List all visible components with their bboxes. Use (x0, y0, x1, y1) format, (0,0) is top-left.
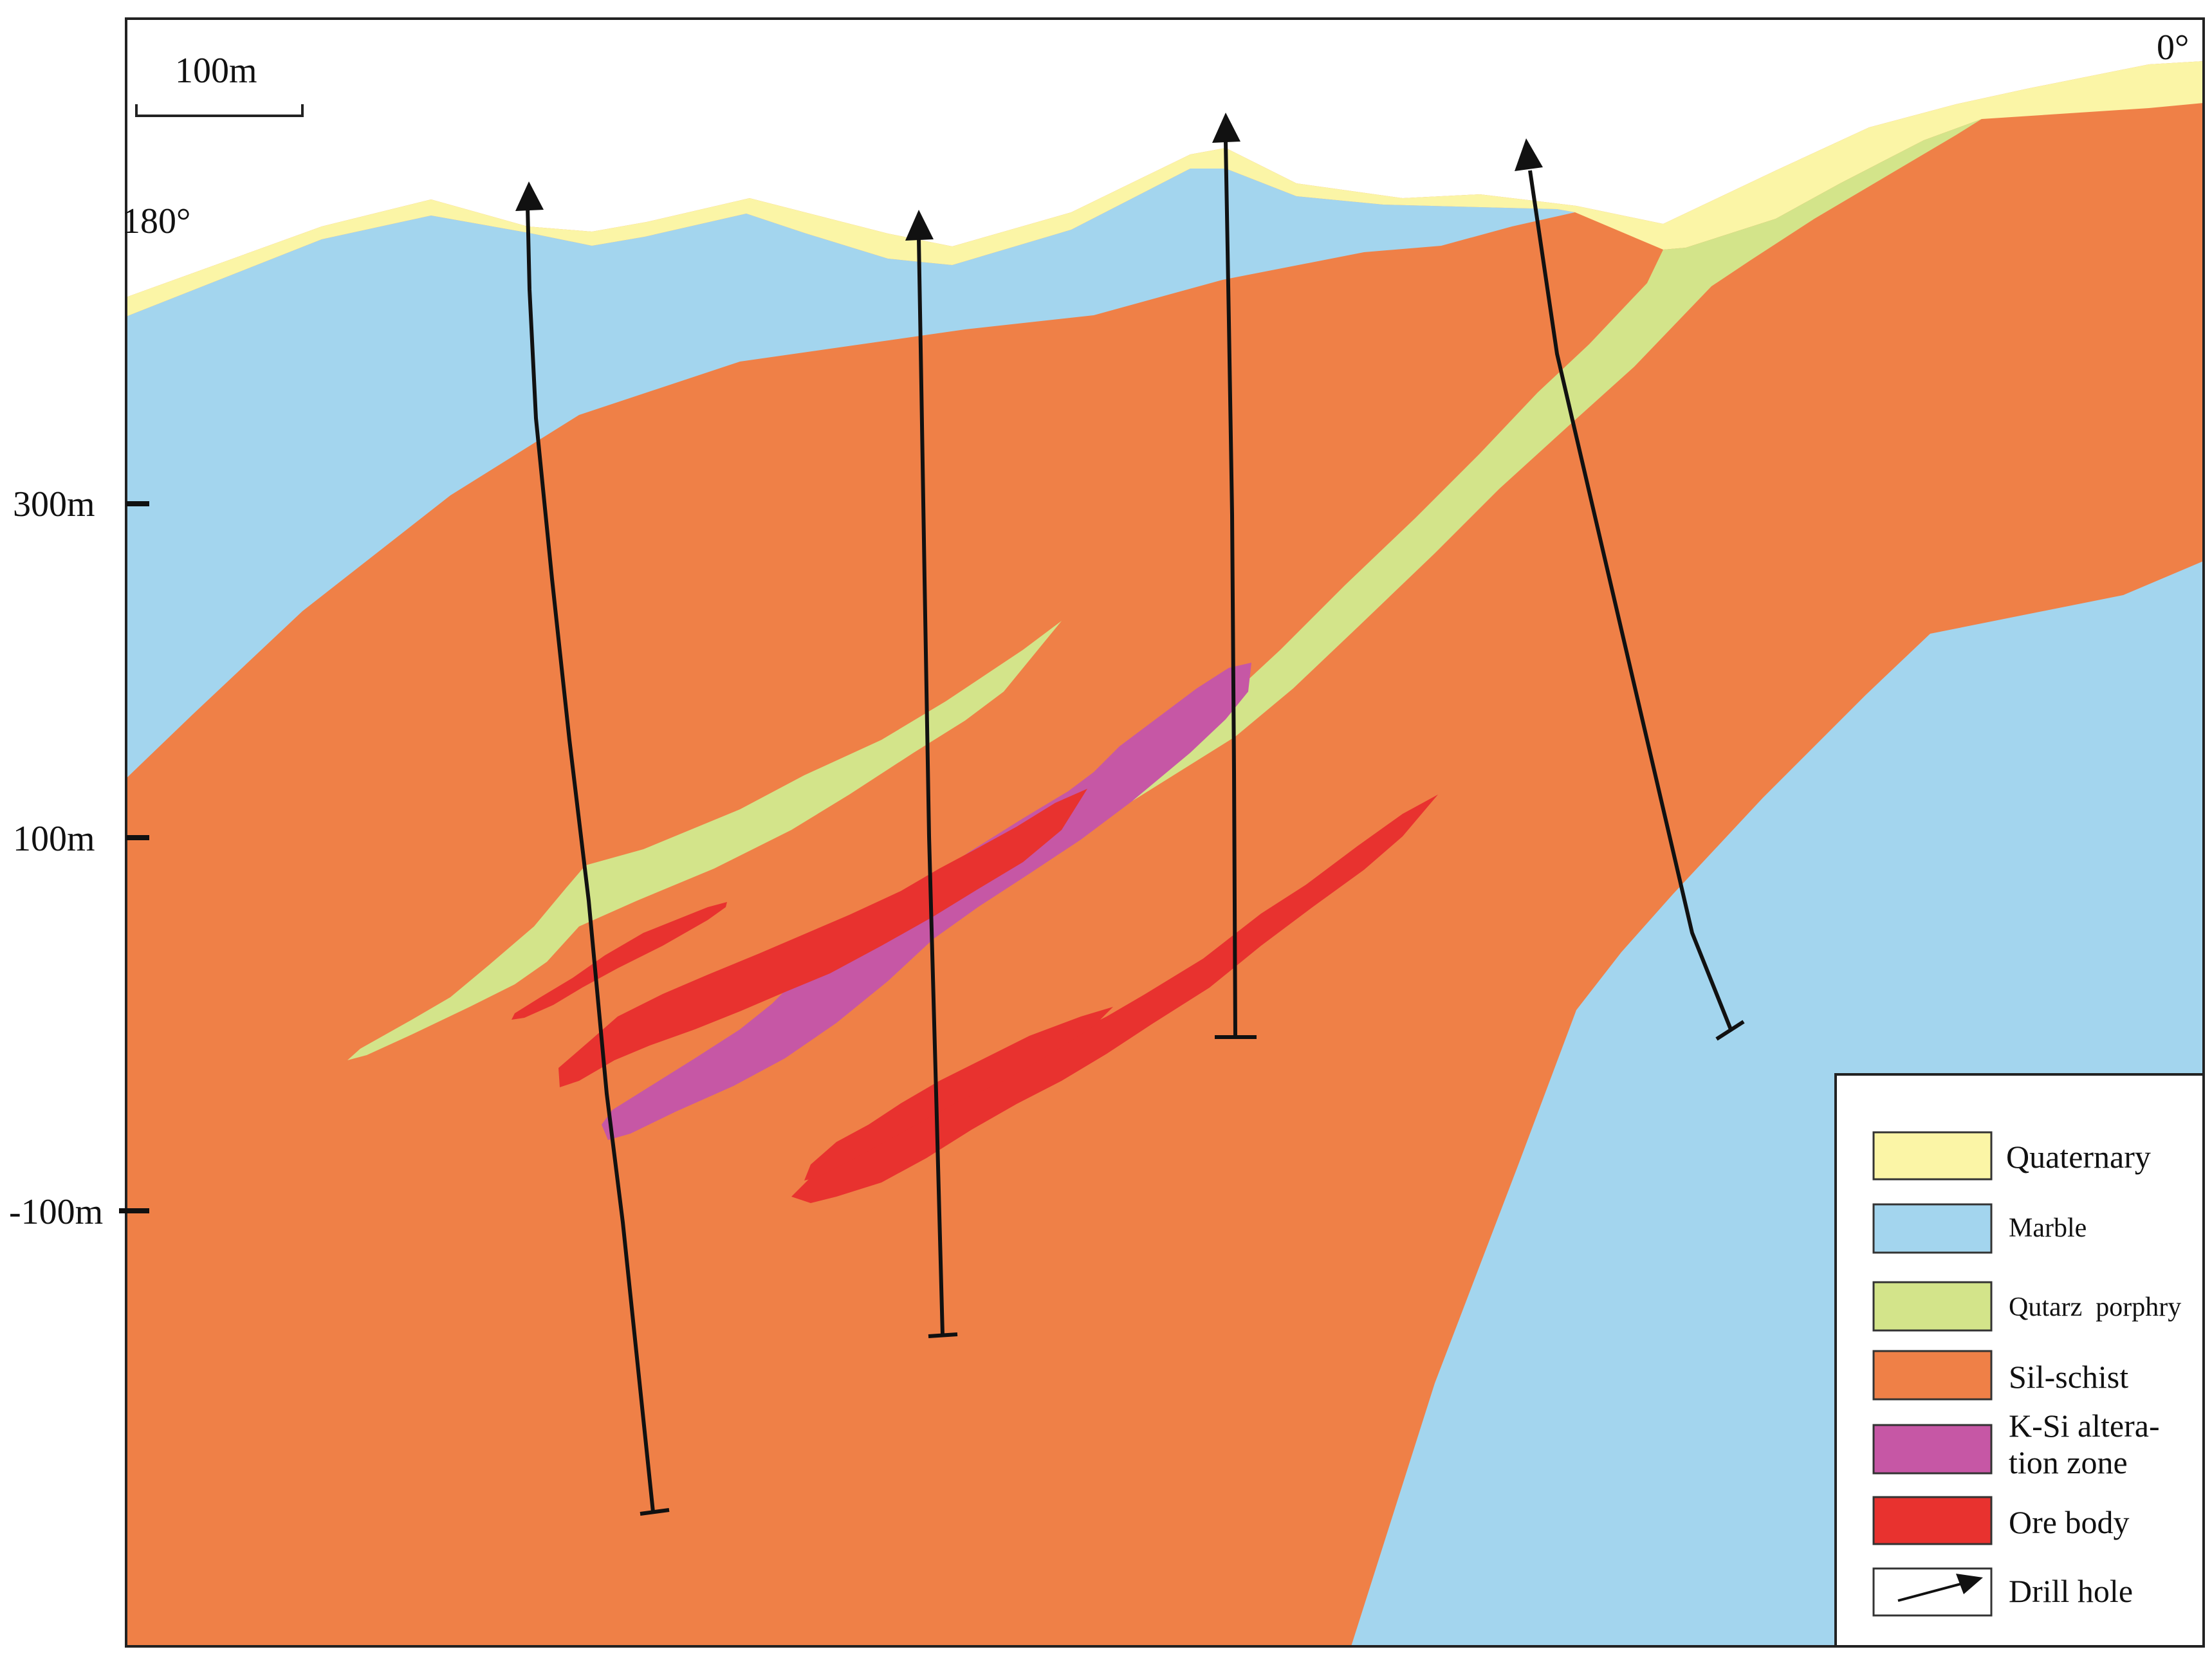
legend-label-quaternary: Quaternary (2006, 1139, 2151, 1175)
legend-label-ore-body: Ore body (2009, 1504, 2129, 1540)
ore-body-lower-splay (804, 1007, 1113, 1181)
quaternary-unit (126, 61, 2204, 317)
drill-hole-2-end-tick (928, 1332, 958, 1338)
legend-label-k-si-line1: K-Si altera- (2009, 1408, 2160, 1444)
drill-hole-1 (515, 181, 670, 1516)
legend-swatch-k-si-alteration (1872, 1424, 1993, 1475)
legend-label-drill-hole: Drill hole (2009, 1573, 2133, 1609)
azimuth-left-label: 180° (122, 201, 190, 241)
azimuth-right-label: 0° (2157, 28, 2189, 68)
legend-swatch-sil-schist (1872, 1350, 1993, 1401)
legend-swatch-marble (1872, 1203, 1993, 1254)
ore-body-upper-left (512, 902, 727, 1020)
quartz-porphyry-lower-dyke (347, 621, 1062, 1060)
elevation-label-300: 300m (13, 484, 95, 524)
legend: Quaternary Marble Qutarz porphry Sil-sch… (1834, 1073, 2205, 1648)
legend-drill-hole-arrowhead (1956, 1574, 1983, 1594)
drill-hole-4 (1515, 138, 1745, 1041)
drill-hole-4-arrowhead (1515, 138, 1543, 171)
legend-swatch-quartz-porphyry (1872, 1281, 1993, 1332)
section-frame (125, 17, 2205, 1648)
elevation-label-100: 100m (13, 819, 95, 859)
legend-label-k-si-line2: tion zone (2009, 1444, 2128, 1480)
drill-hole-3-trace (1224, 141, 1237, 1038)
drill-hole-2 (905, 210, 958, 1338)
drill-hole-1-trace (526, 205, 655, 1513)
elevation-axis: 300m 100m -100m (9, 484, 149, 1232)
legend-swatch-ore-body (1872, 1496, 1993, 1545)
drill-hole-1-end-tick (640, 1508, 670, 1516)
scale-bar: 100m (135, 51, 304, 117)
drill-hole-4-trace (1528, 170, 1733, 1031)
legend-label-marble: Marble (2009, 1213, 2087, 1243)
drill-hole-3 (1212, 113, 1257, 1039)
scale-bar-label: 100m (175, 51, 257, 91)
sky-area (126, 19, 2204, 297)
marble-upper-unit (126, 169, 1575, 778)
drill-hole-1-arrowhead (515, 181, 544, 211)
drill-hole-2-arrowhead (905, 210, 934, 241)
legend-swatch-quaternary (1872, 1131, 1993, 1181)
drill-hole-4-end-tick (1715, 1020, 1745, 1041)
legend-drill-hole-line (1897, 1581, 1966, 1602)
ore-body-middle (558, 789, 1087, 1087)
quartz-porphyry-main-dyke (1087, 119, 1982, 818)
scale-bar-line (135, 104, 304, 117)
legend-label-quartz-porphyry: Qutarz porphry (2009, 1293, 2181, 1322)
elevation-label-minus-100: -100m (9, 1192, 103, 1232)
drill-hole-3-arrowhead (1212, 113, 1240, 143)
legend-label-sil-schist: Sil-schist (2009, 1359, 2128, 1395)
drill-hole-2-trace (917, 237, 945, 1336)
